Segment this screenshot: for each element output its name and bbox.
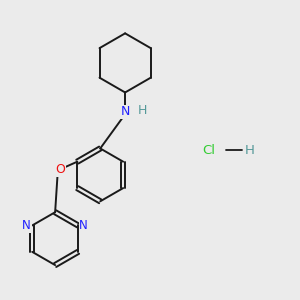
Text: Cl: Cl — [202, 143, 216, 157]
Text: H: H — [244, 143, 254, 157]
Text: O: O — [55, 163, 65, 176]
Text: N: N — [120, 105, 130, 118]
Text: H: H — [137, 104, 147, 117]
Text: N: N — [22, 219, 31, 232]
Text: N: N — [79, 219, 88, 232]
